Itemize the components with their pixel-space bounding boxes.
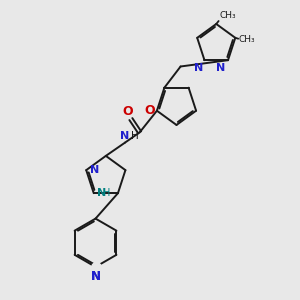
Text: O: O: [144, 104, 154, 117]
Text: H: H: [103, 188, 110, 198]
Text: N: N: [194, 63, 203, 73]
Text: H: H: [131, 131, 139, 141]
Text: O: O: [122, 105, 133, 118]
Text: CH₃: CH₃: [219, 11, 236, 20]
Text: N: N: [91, 270, 100, 283]
Text: N: N: [216, 63, 225, 73]
Text: N: N: [91, 270, 100, 283]
Text: N: N: [120, 131, 130, 141]
Text: CH₃: CH₃: [239, 35, 256, 44]
Text: N: N: [90, 165, 99, 175]
Text: N: N: [97, 188, 106, 198]
